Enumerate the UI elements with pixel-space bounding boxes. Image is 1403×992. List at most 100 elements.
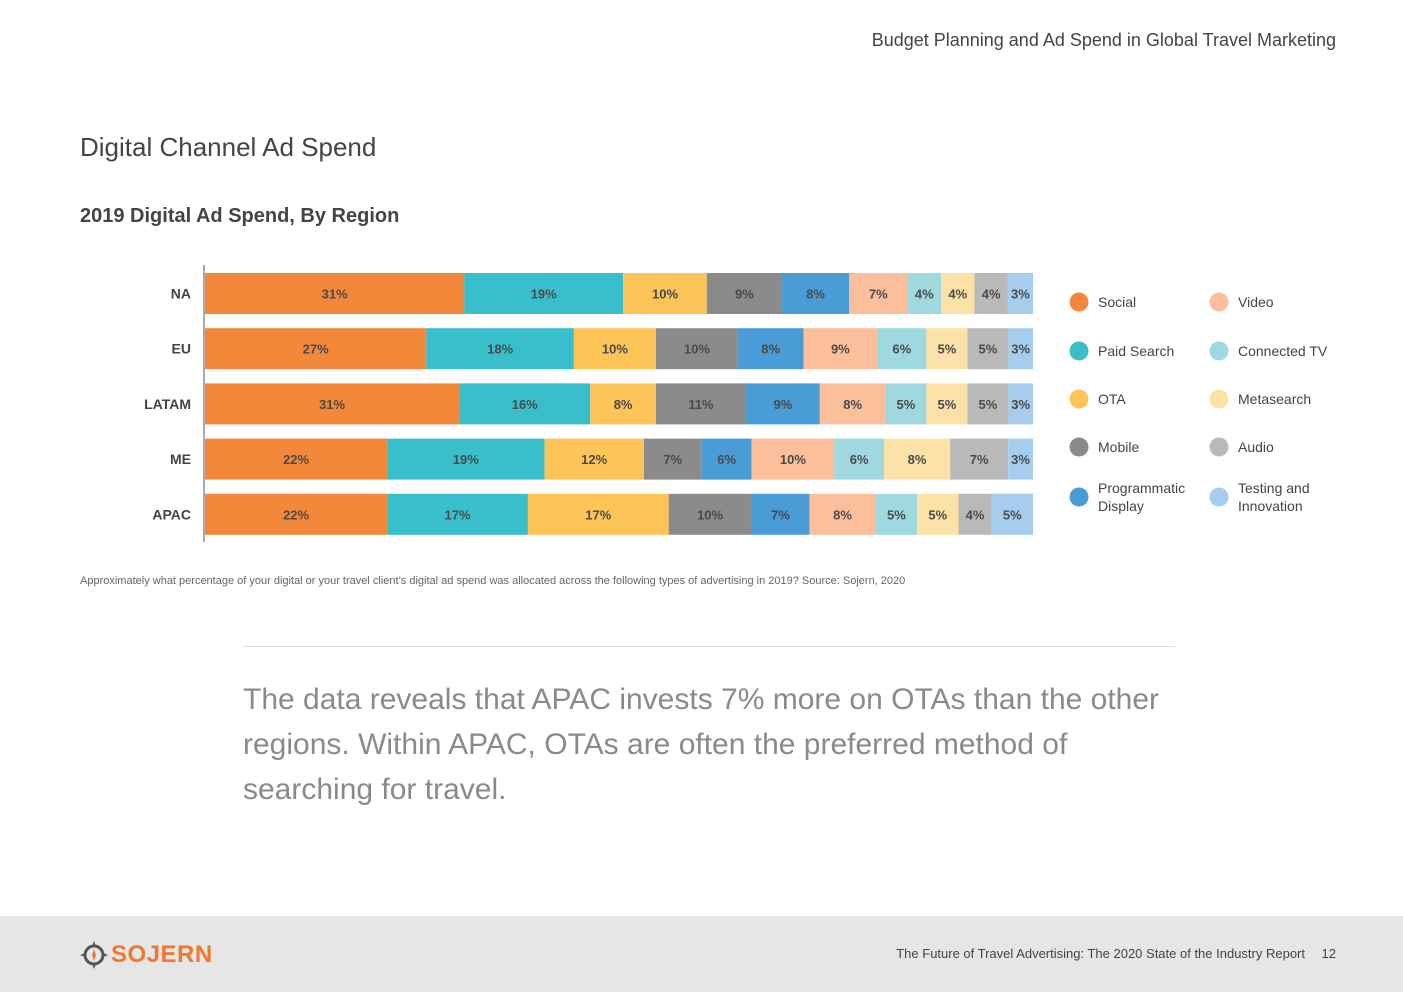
bar-na-programmatic-display xyxy=(782,273,849,314)
insight-quote: The data reveals that APAC invests 7% mo… xyxy=(243,683,1160,806)
sojern-logo: SOJERN xyxy=(80,940,213,970)
bar-eu-video xyxy=(803,328,878,370)
bar-na-metasearch xyxy=(941,273,975,314)
bar-eu-mobile xyxy=(655,328,738,370)
bar-me-audio xyxy=(950,438,1009,480)
chart-title: 2019 Digital Ad Spend, By Region xyxy=(80,205,400,227)
legend-label-metasearch: Metasearch xyxy=(1238,391,1311,407)
legend-label-connected-tv: Connected TV xyxy=(1238,343,1328,359)
legend-swatch-metasearch xyxy=(1209,389,1229,409)
data-label-apac-programmatic-display: 7% xyxy=(771,507,790,522)
legend-swatch-programmatic-display xyxy=(1069,487,1089,507)
bar-eu-social xyxy=(205,328,427,370)
data-label-na-social: 31% xyxy=(322,287,348,302)
data-label-apac-connected-tv: 5% xyxy=(887,507,906,522)
bar-na-testing-and-innovation xyxy=(1007,273,1033,314)
data-label-apac-paid-search: 17% xyxy=(445,507,471,522)
bar-apac-testing-and-innovation xyxy=(991,493,1033,535)
bar-apac-metasearch xyxy=(917,493,959,535)
data-label-me-testing-and-innovation: 3% xyxy=(1011,452,1030,467)
data-label-me-social: 22% xyxy=(283,452,309,467)
bar-me-video xyxy=(751,438,835,480)
data-label-eu-ota: 10% xyxy=(602,342,628,357)
bar-apac-ota xyxy=(527,493,669,535)
bar-eu-testing-and-innovation xyxy=(1008,328,1033,370)
chart-footnote: Approximately what percentage of your di… xyxy=(80,575,906,587)
data-label-na-video: 7% xyxy=(869,287,888,302)
bar-me-programmatic-display xyxy=(701,438,752,480)
legend-swatch-connected-tv xyxy=(1209,341,1229,361)
bar-eu-programmatic-display xyxy=(737,328,804,370)
bar-na-social xyxy=(205,273,465,314)
data-label-na-testing-and-innovation: 3% xyxy=(1011,287,1030,302)
legend-label-social: Social xyxy=(1098,294,1136,310)
bar-apac-audio xyxy=(958,493,992,535)
data-label-na-programmatic-display: 8% xyxy=(806,287,825,302)
legend-label-testing-and-innovation: Testing and Innovation xyxy=(1238,480,1310,514)
data-label-eu-connected-tv: 6% xyxy=(892,342,911,357)
bar-apac-social xyxy=(205,493,388,535)
category-label-latam: LATAM xyxy=(144,396,191,412)
data-label-me-mobile: 7% xyxy=(663,452,682,467)
data-label-me-video: 10% xyxy=(780,452,806,467)
legend-label-programmatic-display: Programmatic Display xyxy=(1098,480,1185,514)
data-label-me-ota: 12% xyxy=(581,452,607,467)
bar-latam-connected-tv xyxy=(885,383,927,425)
data-label-eu-audio: 5% xyxy=(979,342,998,357)
bar-latam-programmatic-display xyxy=(746,383,820,425)
stacked-bar-chart: NA 31% 19% 10% 9% 8% 7% 4% 4% 4% 3% EU 27% 18% 10% 10% 8… xyxy=(144,265,1328,542)
bar-latam-metasearch xyxy=(926,383,968,425)
category-label-me: ME xyxy=(170,451,191,467)
data-label-latam-paid-search: 16% xyxy=(512,397,538,412)
data-label-latam-social: 31% xyxy=(319,397,345,412)
data-label-na-mobile: 9% xyxy=(735,287,754,302)
bar-latam-testing-and-innovation xyxy=(1008,383,1033,425)
bar-apac-mobile xyxy=(668,493,752,535)
bar-latam-ota xyxy=(590,383,656,425)
data-label-latam-connected-tv: 5% xyxy=(897,397,916,412)
data-label-na-ota: 10% xyxy=(652,287,678,302)
legend-swatch-testing-and-innovation xyxy=(1209,487,1229,507)
legend-label-video: Video xyxy=(1238,294,1274,310)
data-label-eu-mobile: 10% xyxy=(684,342,710,357)
legend-label-audio: Audio xyxy=(1238,439,1274,455)
data-label-na-metasearch: 4% xyxy=(948,287,967,302)
data-label-apac-testing-and-innovation: 5% xyxy=(1003,507,1022,522)
legend-label-ota: OTA xyxy=(1098,391,1126,407)
data-label-eu-testing-and-innovation: 3% xyxy=(1011,342,1030,357)
data-label-eu-programmatic-display: 8% xyxy=(761,342,780,357)
bar-apac-connected-tv xyxy=(875,493,918,535)
bar-me-ota xyxy=(544,438,644,480)
footer: SOJERN The Future of Travel Advertising:… xyxy=(0,916,1403,992)
header-title: Budget Planning and Ad Spend in Global T… xyxy=(871,30,1336,50)
bar-latam-audio xyxy=(967,383,1009,425)
data-label-me-audio: 7% xyxy=(970,452,989,467)
bar-eu-ota xyxy=(573,328,656,370)
data-label-latam-metasearch: 5% xyxy=(938,397,957,412)
category-label-na: NA xyxy=(171,286,191,302)
bar-me-connected-tv xyxy=(834,438,884,480)
bar-eu-metasearch xyxy=(926,328,968,370)
legend-swatch-ota xyxy=(1069,389,1089,409)
divider xyxy=(243,646,1175,647)
bar-apac-video xyxy=(809,493,876,535)
bar-na-connected-tv xyxy=(907,273,941,314)
data-label-na-connected-tv: 4% xyxy=(915,287,934,302)
data-label-me-programmatic-display: 6% xyxy=(717,452,736,467)
data-label-latam-testing-and-innovation: 3% xyxy=(1011,397,1030,412)
legend-swatch-social xyxy=(1069,292,1089,312)
compass-icon xyxy=(80,941,108,969)
data-label-me-connected-tv: 6% xyxy=(850,452,869,467)
data-label-latam-ota: 8% xyxy=(614,397,633,412)
legend-swatch-paid-search xyxy=(1069,341,1089,361)
bar-na-video xyxy=(849,273,908,314)
page-title: Digital Channel Ad Spend xyxy=(80,132,377,162)
legend-label-paid-search: Paid Search xyxy=(1098,343,1174,359)
data-label-latam-video: 8% xyxy=(843,397,862,412)
category-label-eu: EU xyxy=(172,341,191,357)
data-label-apac-ota: 17% xyxy=(585,507,611,522)
bar-apac-paid-search xyxy=(387,493,528,535)
data-label-apac-video: 8% xyxy=(833,507,852,522)
bar-latam-social xyxy=(205,383,460,425)
data-label-me-metasearch: 8% xyxy=(908,452,927,467)
